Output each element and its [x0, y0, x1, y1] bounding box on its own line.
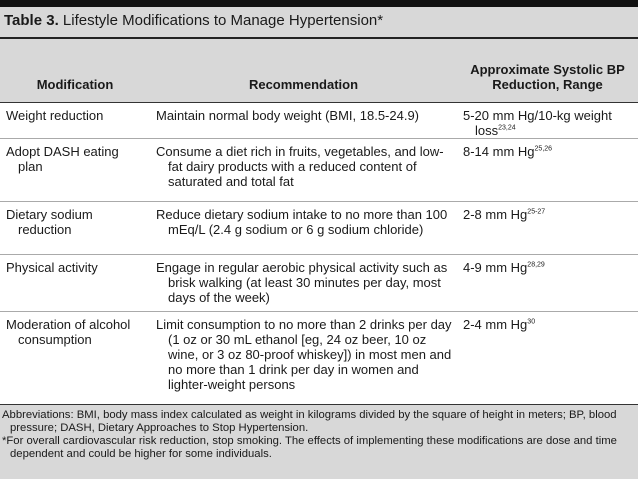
footnote: *For overall cardiovascular risk reducti… — [2, 435, 617, 460]
reduction-cell: 2-8 mm Hg25-27 — [457, 201, 638, 255]
modification-cell: Dietary sodium reduction — [0, 201, 150, 255]
table-row: Physical activity Engage in regular aerob… — [0, 254, 638, 312]
footnote: Abbreviations: BMI, body mass index calc… — [2, 409, 617, 434]
reduction-cell: 4-9 mm Hg28,29 — [457, 254, 638, 312]
modification-cell: Adopt DASH eating plan — [0, 138, 150, 202]
recommendation-cell: Limit consumption to no more than 2 drin… — [150, 311, 457, 422]
reduction-text: 2-4 mm Hg — [463, 317, 528, 332]
modification-cell: Moderation of alcohol consumption — [0, 311, 150, 422]
reference: 30 — [527, 318, 536, 326]
table-row: Adopt DASH eating plan Consume a diet ric… — [0, 138, 638, 202]
reduction-cell: 2-4 mm Hg30 — [457, 311, 638, 422]
reduction-text: 5-20 mm Hg/10-kg weight loss — [463, 108, 612, 138]
reference: 25,26 — [534, 145, 553, 153]
reduction-cell: 5-20 mm Hg/10-kg weight loss23,24 — [457, 102, 638, 139]
table-body: Weight reduction Maintain normal body wei… — [0, 102, 638, 422]
column-header: Recommendation — [150, 39, 457, 103]
table-row: Moderation of alcohol consumption Limit c… — [0, 311, 638, 422]
header-row: Modification Recommendation Approximate Sy… — [0, 39, 638, 103]
reference: 28,29 — [527, 261, 545, 269]
recommendation-cell: Maintain normal body weight (BMI, 18.5-2… — [150, 102, 457, 139]
recommendation-cell: Consume a diet rich in fruits, vegetable… — [150, 138, 457, 202]
recommendation-cell: Reduce dietary sodium intake to no more … — [150, 201, 457, 255]
title-label: Table 3. — [4, 12, 59, 29]
reduction-cell: 8-14 mm Hg25,26 — [457, 138, 638, 202]
column-header: Modification — [0, 39, 150, 103]
column-header: Approximate Systolic BP Reduction, Range — [457, 39, 638, 103]
title-text: Lifestyle Modifications to Manage Hypert… — [62, 12, 384, 29]
table-row: Dietary sodium reduction Reduce dietary s… — [0, 201, 638, 255]
table-title: Table 3. Lifestyle Modifications to Mana… — [0, 7, 638, 39]
reference: 23,24 — [498, 124, 516, 132]
reduction-text: 2-8 mm Hg — [463, 207, 528, 222]
reference: 25-27 — [527, 208, 546, 216]
reduction-text: 4-9 mm Hg — [463, 260, 528, 275]
reduction-text: 8-14 mm Hg — [463, 144, 535, 159]
table-row: Weight reduction Maintain normal body wei… — [0, 102, 638, 139]
recommendation-cell: Engage in regular aerobic physical activ… — [150, 254, 457, 312]
modification-cell: Physical activity — [0, 254, 150, 312]
modification-cell: Weight reduction — [0, 102, 150, 139]
footnotes: Abbreviations: BMI, body mass index calc… — [0, 404, 638, 479]
table: Modification Recommendation Approximate Sy… — [0, 39, 638, 422]
